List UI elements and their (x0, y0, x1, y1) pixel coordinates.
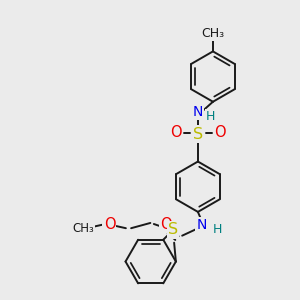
Text: H: H (213, 223, 222, 236)
Text: O: O (170, 125, 182, 140)
Text: S: S (168, 223, 178, 238)
Text: N: N (196, 218, 207, 232)
Text: O: O (103, 217, 115, 232)
Text: S: S (193, 127, 203, 142)
Text: N: N (193, 105, 203, 119)
Text: O: O (160, 217, 172, 232)
Text: O: O (214, 125, 225, 140)
Text: H: H (206, 110, 215, 123)
Text: CH₃: CH₃ (201, 27, 224, 40)
Text: CH₃: CH₃ (73, 222, 94, 235)
